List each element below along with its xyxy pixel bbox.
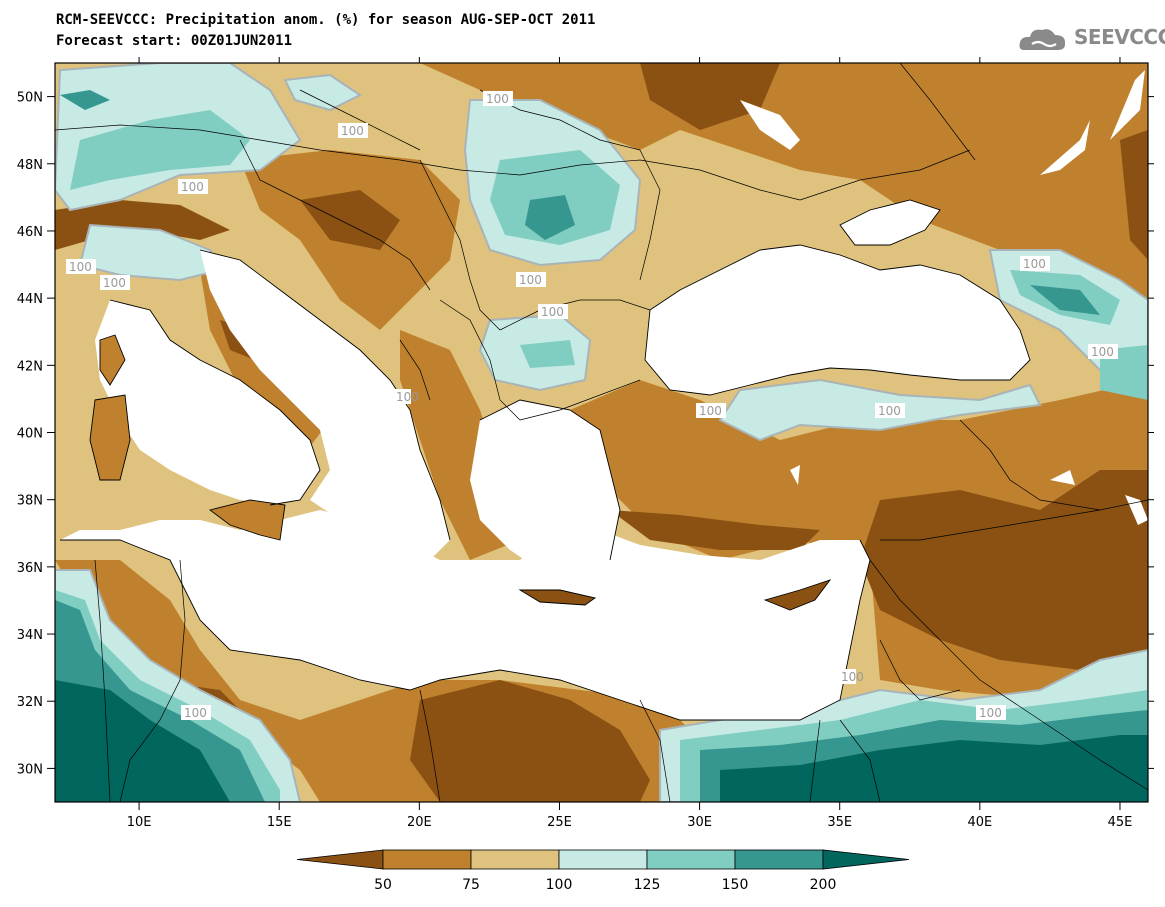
lake-white-patch <box>1110 70 1145 140</box>
latitude-tick-label: 38N <box>17 494 43 509</box>
island-cyprus <box>765 580 830 610</box>
contour-label: 100 <box>486 92 509 106</box>
sea-black-sea <box>645 245 1030 395</box>
anomaly-region-below-50 <box>860 470 1148 680</box>
contour-label: 100 <box>341 124 364 138</box>
lake-white-patch <box>1050 470 1075 485</box>
contour-label: 100 <box>541 305 564 319</box>
colorbar-swatch <box>470 849 560 870</box>
latitude-tick-label: 32N <box>17 695 43 710</box>
latitude-tick-label: 40N <box>17 427 43 442</box>
island-sardinia <box>90 395 130 480</box>
anomaly-region-150-200 <box>60 90 110 110</box>
colorbar-level-label: 50 <box>374 877 392 893</box>
colorbar-level-label: 125 <box>634 877 661 893</box>
lake-white-patch <box>790 465 800 485</box>
contour-label: 100 <box>1023 257 1046 271</box>
island-corsica <box>100 335 125 385</box>
colorbar-swatch <box>734 849 824 870</box>
colorbar-level-label: 100 <box>546 877 573 893</box>
latitude-tick-label: 30N <box>17 762 43 777</box>
contour-label: 100 <box>396 390 419 404</box>
latitude-tick-label: 46N <box>17 225 43 240</box>
contour-label: 100 <box>519 273 542 287</box>
anomaly-region-below-50 <box>300 190 400 250</box>
contour-label: 100 <box>979 706 1002 720</box>
forecast-start-label: Forecast start: 00Z01JUN2011 <box>56 33 293 49</box>
colorbar: 50 75 100 125 150 200 <box>296 849 910 893</box>
contour-label: 100 <box>103 276 126 290</box>
anomaly-region-below-50 <box>1120 130 1148 260</box>
contour-label: 100 <box>69 260 92 274</box>
longitude-tick-label: 15E <box>267 815 292 830</box>
contour-label: 100 <box>878 404 901 418</box>
anomaly-region-below-50 <box>640 63 780 130</box>
longitude-tick-label: 30E <box>687 815 712 830</box>
anomaly-region-100-125 <box>283 73 362 112</box>
latitude-tick-label: 42N <box>17 359 43 374</box>
lake-white-patch <box>740 100 800 150</box>
colorbar-swatch <box>382 849 472 870</box>
colorbar-swatch <box>646 849 736 870</box>
contour-label: 100 <box>1091 345 1114 359</box>
colorbar-level-label: 150 <box>722 877 749 893</box>
sea-eastern-med <box>60 510 870 720</box>
contour-label: 100 <box>699 404 722 418</box>
contour-labels: 100 100 100 100 100 100 100 100 100 100 … <box>66 91 1118 720</box>
contour-label: 100 <box>841 670 864 684</box>
anomaly-region-below-50 <box>610 510 820 550</box>
longitude-tick-label: 45E <box>1108 815 1133 830</box>
longitude-tick-label: 25E <box>547 815 572 830</box>
latitude-tick-label: 44N <box>17 292 43 307</box>
contour-label: 100 <box>181 180 204 194</box>
anomaly-region-above-200 <box>720 735 1148 802</box>
latitude-tick-label: 50N <box>17 91 43 106</box>
latitude-tick-label: 36N <box>17 561 43 576</box>
anomaly-region-150-200 <box>1030 285 1100 315</box>
map-title: RCM-SEEVCCC: Precipitation anom. (%) for… <box>56 12 596 28</box>
country-borders <box>55 63 1148 802</box>
latitude-axis: 30N 32N 34N 36N 38N 40N 42N 44N 46N 48N 50N <box>17 91 1154 777</box>
longitude-axis: 10E 15E 20E 25E 30E 35E 40E 45E <box>127 57 1133 830</box>
longitude-tick-label: 35E <box>827 815 852 830</box>
contour-label: 100 <box>184 706 207 720</box>
colorbar-swatch-high <box>822 849 910 870</box>
anomaly-region-above-200 <box>55 680 230 802</box>
longitude-tick-label: 40E <box>967 815 992 830</box>
longitude-tick-label: 20E <box>407 815 432 830</box>
colorbar-swatch-low <box>296 849 384 870</box>
anomaly-region-below-50 <box>410 680 650 802</box>
latitude-tick-label: 34N <box>17 628 43 643</box>
colorbar-level-label: 200 <box>810 877 837 893</box>
seevccc-logo: SEEVCCC <box>1074 25 1165 49</box>
anomaly-region-150-200 <box>525 195 575 240</box>
island-sicily <box>210 500 285 540</box>
anomaly-region-125-150 <box>520 340 575 368</box>
anomaly-field: 100 100 100 100 100 100 100 100 100 100 … <box>55 63 1148 802</box>
longitude-tick-label: 10E <box>127 815 152 830</box>
sea-mediterranean <box>95 300 320 505</box>
anomaly-region-125-150 <box>70 110 250 190</box>
coastlines <box>60 199 1031 721</box>
lake-white-patch <box>1040 120 1090 175</box>
sea-adriatic-ionian <box>200 250 450 560</box>
cloud-icon <box>1019 29 1066 50</box>
colorbar-level-label: 75 <box>462 877 480 893</box>
lake-white-patch <box>1125 495 1148 525</box>
anomaly-region-50-75 <box>420 63 720 150</box>
colorbar-swatch <box>558 849 648 870</box>
sea-azov <box>840 200 940 245</box>
latitude-tick-label: 48N <box>17 158 43 173</box>
